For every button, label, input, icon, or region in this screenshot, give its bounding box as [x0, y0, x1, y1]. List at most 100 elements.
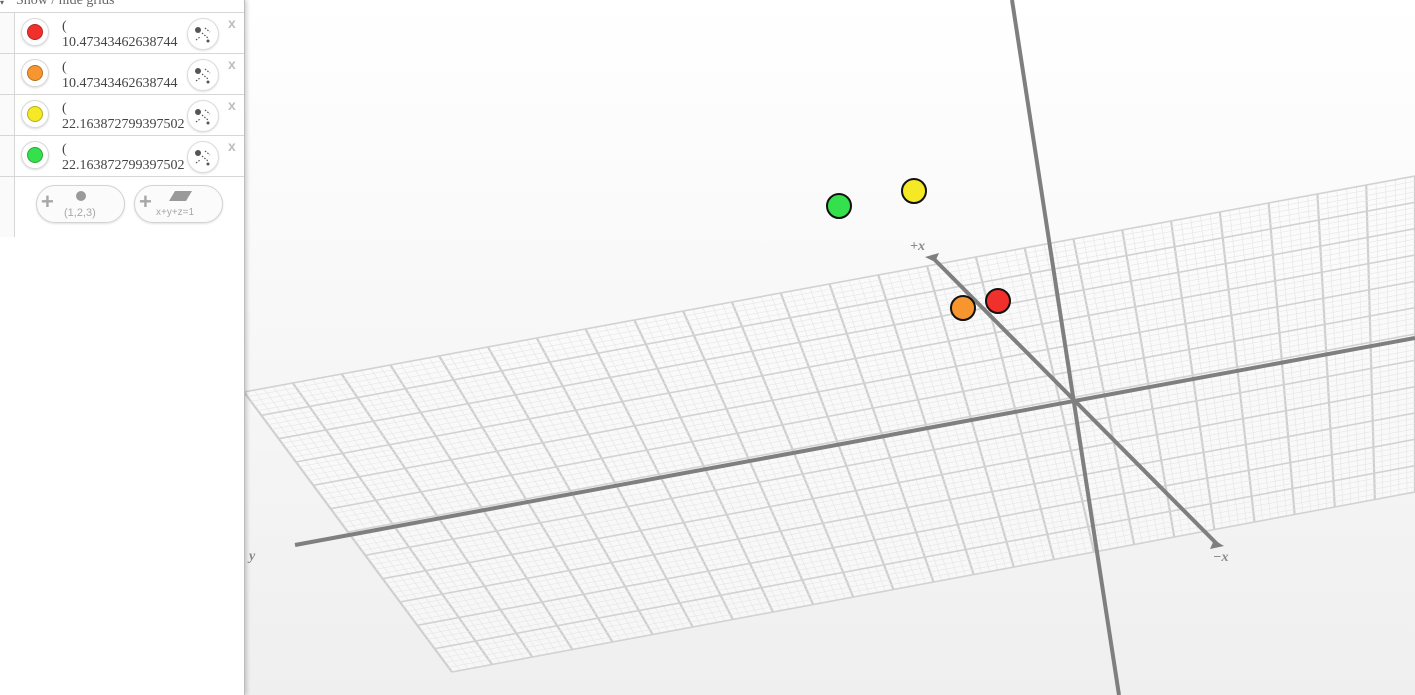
grid-line: [268, 212, 1415, 425]
grid-line: [448, 486, 1415, 668]
neg-x-label: −x: [1213, 550, 1228, 565]
y-axis-label: y: [247, 549, 256, 564]
expression-row[interactable]: ( 22.163872799397502 x: [0, 94, 244, 135]
row-gutter: [0, 136, 15, 176]
expression-open-paren: (: [62, 142, 67, 157]
neg-x-arrow: [1210, 540, 1224, 549]
color-swatch[interactable]: [21, 100, 49, 128]
color-dot-icon: [27, 65, 43, 81]
delete-expression-button[interactable]: x: [228, 56, 236, 72]
delete-expression-button[interactable]: x: [228, 138, 236, 154]
plus-icon: +: [41, 189, 54, 214]
grid-line: [379, 381, 1415, 575]
style-settings-button[interactable]: [187, 18, 219, 50]
grid-line: [302, 265, 1415, 472]
grid-line: [250, 186, 1415, 402]
grid-line: [434, 464, 1415, 650]
point-green[interactable]: [826, 193, 852, 219]
grid-line: [403, 417, 1415, 607]
add-point-caption: (1,2,3): [64, 207, 96, 219]
pos-x-arrow: [925, 253, 939, 262]
grid-line: [406, 423, 1415, 612]
style-settings-button[interactable]: [187, 141, 219, 173]
expression-value: 10.47343462638744: [62, 35, 178, 50]
grid-line: [427, 454, 1415, 640]
style-settings-button[interactable]: [187, 59, 219, 91]
add-plane-button[interactable]: + x+y+z=1: [134, 185, 223, 223]
plane-icon: [169, 191, 192, 201]
grid-line: [344, 328, 1415, 528]
delete-expression-button[interactable]: x: [228, 97, 236, 113]
grid-line: [261, 201, 1415, 417]
row-gutter: [0, 54, 15, 94]
expression-open-paren: (: [62, 19, 67, 34]
grid-line: [413, 433, 1415, 621]
style-settings-button[interactable]: [187, 100, 219, 132]
grid-line: [257, 196, 1415, 411]
expression-input[interactable]: ( 22.163872799397502: [62, 142, 202, 174]
point-icon: [76, 191, 86, 201]
plus-icon: +: [139, 189, 152, 214]
grid-line: [441, 475, 1415, 659]
grid-toggle-label: Show / hide grids: [16, 0, 115, 8]
expression-row[interactable]: ( 10.47343462638744 x: [0, 53, 244, 94]
grid-line: [292, 249, 1415, 458]
grid-line: [341, 323, 1415, 523]
grid-line: [431, 460, 1415, 645]
grid-line: [309, 275, 1415, 481]
color-swatch[interactable]: [21, 18, 49, 46]
grid-line: [295, 254, 1415, 463]
grid-line: [424, 449, 1415, 635]
grid-line: [337, 317, 1415, 519]
grid-line: [282, 233, 1415, 444]
grid-line: [320, 291, 1415, 495]
expression-input[interactable]: ( 22.163872799397502: [62, 101, 202, 133]
grid-line: [375, 375, 1415, 570]
expression-row[interactable]: ( 22.163872799397502 x: [0, 135, 244, 177]
color-dot-icon: [27, 147, 43, 163]
expression-open-paren: (: [62, 101, 67, 116]
add-point-button[interactable]: + (1,2,3): [36, 185, 125, 223]
grid-line: [396, 407, 1415, 598]
xy-grid-plane: [243, 175, 1415, 673]
grid-toggle[interactable]: ▾ Show / hide grids: [0, 0, 244, 12]
axes: +x −x y: [247, 0, 1415, 695]
point-yellow[interactable]: [901, 178, 927, 204]
row-gutter: [0, 177, 15, 237]
expression-input[interactable]: ( 10.47343462638744: [62, 19, 202, 51]
grid-line: [393, 402, 1415, 593]
grid-line: [275, 223, 1415, 435]
grid-line: [417, 438, 1415, 627]
grid-line: [372, 370, 1415, 565]
color-swatch[interactable]: [21, 59, 49, 87]
point-orange[interactable]: [950, 295, 976, 321]
expression-sidebar: ▾ Show / hide grids ( 10.47343462638744 …: [0, 0, 245, 695]
grid-line: [306, 270, 1415, 477]
grid-line: [299, 259, 1415, 467]
grid-line: [278, 227, 1415, 440]
grid-line: [386, 391, 1415, 584]
expression-input[interactable]: ( 10.47343462638744: [62, 60, 202, 92]
grid-line: [420, 444, 1415, 631]
point-style-icon: [195, 109, 211, 125]
grid-line: [438, 470, 1415, 654]
point-style-icon: [195, 68, 211, 84]
x-axis-line: [929, 254, 1220, 547]
point-red[interactable]: [985, 288, 1011, 314]
add-plane-caption: x+y+z=1: [156, 207, 195, 218]
points: [826, 178, 1011, 321]
delete-expression-button[interactable]: x: [228, 15, 236, 31]
grid-line: [347, 333, 1415, 533]
grid-line: [289, 244, 1415, 453]
grid-line: [334, 312, 1415, 514]
y-axis-line: [294, 336, 1415, 547]
grid-line: [354, 344, 1415, 542]
expression-row[interactable]: ( 10.47343462638744 x: [0, 12, 244, 53]
grid-line: [389, 396, 1415, 589]
grid-line: [365, 359, 1415, 557]
z-axis-line: [1010, 0, 1121, 695]
grid-line: [410, 428, 1415, 617]
caret-down-icon: ▾: [0, 0, 5, 7]
color-swatch[interactable]: [21, 141, 49, 169]
row-gutter: [0, 13, 15, 53]
